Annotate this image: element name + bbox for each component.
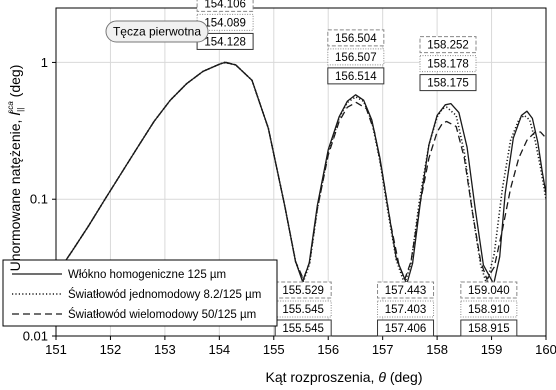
min-value-label: 155.545 xyxy=(282,323,324,335)
legend-label-1: Włókno homogeniczne 125 µm xyxy=(68,269,226,281)
min-value-label: 159.040 xyxy=(468,285,510,297)
max-value-box xyxy=(419,74,477,92)
x-tick-label: 158 xyxy=(426,342,448,357)
max-value-label: 158.178 xyxy=(427,59,469,71)
axis-label-part: sca xyxy=(6,101,15,114)
max-value-label: 158.252 xyxy=(427,40,469,52)
annotation-pill xyxy=(105,20,209,43)
min-value-box xyxy=(460,319,518,337)
min-value-label: 157.406 xyxy=(385,323,427,335)
y-tick-label: 0.1 xyxy=(30,192,48,207)
min-value-box xyxy=(377,281,435,299)
min-value-label: 157.403 xyxy=(385,304,427,316)
series-line-3 xyxy=(56,61,546,280)
annotation-label: Tęcza pierwotna xyxy=(113,25,201,39)
x-tick-label: 151 xyxy=(45,342,67,357)
min-value-label: 155.545 xyxy=(282,304,324,316)
x-tick-labels: 151 152 153 154 155 156 157 158 159 160 xyxy=(45,336,556,357)
curves xyxy=(56,61,546,285)
y-tick-label: 1 xyxy=(41,55,48,70)
min-value-box xyxy=(274,319,332,337)
axis-label-part: (deg) xyxy=(386,369,423,385)
axis-label-part: Kąt rozproszenia, xyxy=(265,369,378,385)
max-value-label: 156.507 xyxy=(335,52,377,64)
series-line-1 xyxy=(56,61,546,285)
axis-label-part: Unormowane natężenie, xyxy=(7,116,23,272)
max-value-box xyxy=(419,55,477,73)
legend-label-2: Światłowód jednomodowy 8.2/125 µm xyxy=(68,288,261,301)
axis-label-part: I xyxy=(7,112,23,116)
x-tick-label: 152 xyxy=(100,342,122,357)
x-tick-label: 159 xyxy=(481,342,503,357)
annotation: Tęcza pierwotna xyxy=(105,20,209,43)
min-value-box xyxy=(377,300,435,318)
x-tick-label: 157 xyxy=(372,342,394,357)
min-value-box xyxy=(460,281,518,299)
max-value-label: 154.089 xyxy=(204,17,246,29)
max-value-label: 156.514 xyxy=(335,71,377,83)
legend-label-3: Światłowód wielomodowy 50/125 µm xyxy=(68,308,256,321)
series-line-2 xyxy=(56,61,546,285)
y-tick-labels: 1 0.1 0.01 xyxy=(23,55,56,344)
min-value-label: 158.910 xyxy=(468,304,510,316)
max-value-box xyxy=(419,36,477,54)
min-value-label: 158.915 xyxy=(468,323,510,335)
max-value-label: 154.128 xyxy=(204,36,246,48)
legend: Włókno homogeniczne 125 µm Światłowód jed… xyxy=(2,259,278,327)
max-value-box xyxy=(196,0,254,12)
axis-label-part: θ xyxy=(378,369,386,385)
max-value-box xyxy=(327,67,385,85)
axis-label-part: (deg) xyxy=(7,65,23,102)
x-tick-label: 160 xyxy=(535,342,556,357)
max-value-label: 158.175 xyxy=(427,78,469,90)
max-value-box xyxy=(327,48,385,66)
min-value-box xyxy=(377,319,435,337)
x-tick-label: 153 xyxy=(154,342,176,357)
max-value-box xyxy=(327,29,385,47)
x-tick-label: 154 xyxy=(208,342,230,357)
y-axis-label: Unormowane natężenie, I||sca (deg) xyxy=(6,65,25,272)
value-boxes: 154.106 154.089 154.128 156.504 156.507 156.5… xyxy=(196,0,518,337)
min-value-box xyxy=(460,300,518,318)
legend-box xyxy=(2,259,278,327)
y-tick-label: 0.01 xyxy=(23,329,48,344)
axis-label-part: || xyxy=(16,108,25,112)
x-axis-label: Kąt rozproszenia, θ (deg) xyxy=(265,369,422,385)
max-value-label: 156.504 xyxy=(335,33,377,45)
max-value-label: 154.106 xyxy=(204,0,246,10)
min-value-label: 155.529 xyxy=(282,285,324,297)
x-tick-label: 155 xyxy=(263,342,285,357)
min-value-label: 157.443 xyxy=(385,285,427,297)
x-tick-label: 156 xyxy=(317,342,339,357)
